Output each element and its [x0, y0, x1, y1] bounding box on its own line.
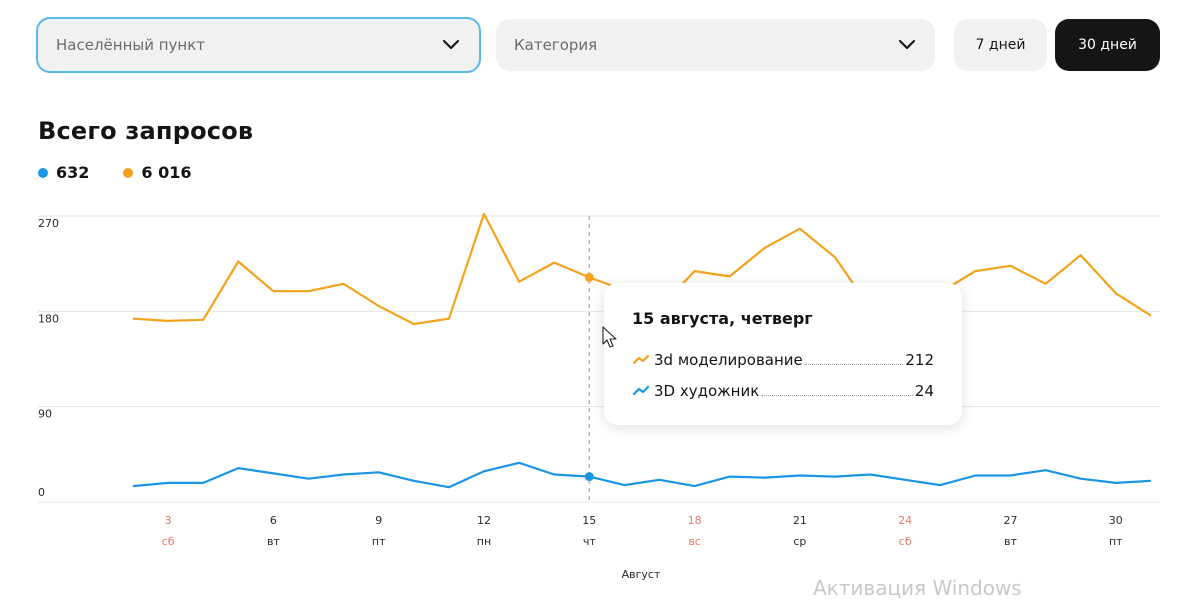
- x-tick-weekday: сб: [162, 535, 175, 548]
- x-tick-day: 15: [582, 514, 596, 527]
- highlight-point: [584, 472, 594, 482]
- legend-total-blue: 632: [56, 163, 90, 182]
- tooltip-dot-leader: [761, 385, 913, 396]
- legend-total-orange: 6 016: [141, 163, 192, 182]
- tooltip-row-artist: 3D художник 24: [632, 375, 934, 406]
- mouse-cursor-icon: [602, 326, 617, 348]
- x-tick-weekday: вт: [1004, 535, 1017, 548]
- category-select[interactable]: Категория: [496, 19, 935, 71]
- x-tick-day: 3: [165, 514, 172, 527]
- tooltip-series-name: 3D художник: [654, 381, 760, 400]
- x-tick-weekday: чт: [583, 535, 596, 548]
- chevron-down-icon: [897, 35, 917, 55]
- y-tick-label: 90: [38, 408, 52, 421]
- range-7-days-button[interactable]: 7 дней: [954, 19, 1047, 71]
- x-tick-day: 12: [477, 514, 491, 527]
- x-tick-day: 30: [1109, 514, 1123, 527]
- x-tick-weekday: пн: [477, 535, 491, 548]
- x-tick-weekday: вт: [267, 535, 280, 548]
- tooltip-series-value: 24: [914, 381, 934, 400]
- x-tick-day: 9: [375, 514, 382, 527]
- line-series-icon: [632, 385, 650, 395]
- x-tick-day: 18: [688, 514, 702, 527]
- tooltip-series-name: 3d моделирование: [654, 350, 803, 369]
- category-select-label: Категория: [514, 36, 598, 54]
- series-line-artist: [132, 461, 1151, 489]
- tooltip-row-modeling: 3d моделирование 212: [632, 344, 934, 375]
- locality-select-label: Населённый пункт: [56, 36, 206, 54]
- chart-legend: 632 6 016: [38, 163, 192, 182]
- chart-tooltip: 15 августа, четверг 3d моделирование 212…: [604, 283, 962, 425]
- x-tick-weekday: сб: [899, 535, 912, 548]
- y-tick-label: 180: [38, 312, 59, 325]
- tooltip-dot-leader: [804, 354, 904, 365]
- chevron-down-icon: [441, 35, 461, 55]
- x-tick-weekday: пт: [372, 535, 386, 548]
- filters-bar: Населённый пункт Категория 7 дней 30 дне…: [36, 17, 1160, 73]
- highlight-point: [584, 272, 594, 282]
- x-tick-day: 24: [898, 514, 912, 527]
- y-tick-label: 270: [38, 217, 59, 230]
- x-tick-weekday: пт: [1109, 535, 1123, 548]
- x-tick-weekday: вс: [688, 535, 701, 548]
- windows-activation-watermark: Активация Windows: [813, 576, 1022, 600]
- x-tick-weekday: ср: [793, 535, 806, 548]
- legend-dot-orange: [123, 167, 134, 178]
- x-tick-day: 6: [270, 514, 277, 527]
- locality-select[interactable]: Населённый пункт: [36, 17, 481, 73]
- tooltip-title: 15 августа, четверг: [632, 309, 813, 328]
- legend-dot-blue: [38, 167, 48, 178]
- y-tick-label: 0: [38, 486, 45, 499]
- x-axis-label: Август: [622, 568, 661, 581]
- range-30-days-button[interactable]: 30 дней: [1055, 19, 1160, 71]
- chart-title: Всего запросов: [38, 117, 254, 145]
- legend-item-orange: 6 016: [123, 163, 192, 182]
- x-tick-day: 21: [793, 514, 807, 527]
- x-tick-day: 27: [1004, 514, 1018, 527]
- legend-item-blue: 632: [38, 163, 89, 182]
- tooltip-series-value: 212: [905, 350, 934, 369]
- line-series-icon: [632, 354, 650, 364]
